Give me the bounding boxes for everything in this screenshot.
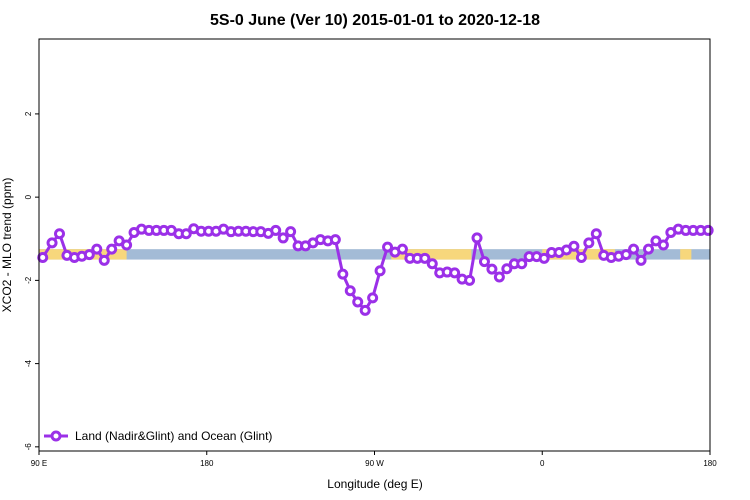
data-point — [471, 232, 483, 244]
land-band-segment — [680, 249, 692, 260]
y-tick-label: -4 — [24, 360, 33, 368]
land-band-segment — [391, 249, 472, 260]
data-point — [106, 243, 118, 255]
x-tick-label: 180 — [703, 459, 717, 468]
chart-title: 5S-0 June (Ver 10) 2015-01-01 to 2020-12… — [210, 12, 540, 29]
data-point — [37, 251, 49, 263]
data-point — [464, 274, 476, 286]
x-axis-ticks: 90 E 180 90 W 0 180 — [31, 451, 717, 468]
data-point — [83, 249, 95, 261]
ocean-band — [39, 249, 710, 260]
data-point — [657, 239, 669, 251]
data-point — [426, 258, 438, 270]
data-point — [54, 228, 66, 240]
data-point — [344, 285, 356, 297]
data-point — [620, 249, 632, 261]
x-tick-label: 180 — [200, 459, 214, 468]
y-tick-label: -6 — [24, 443, 33, 451]
data-point — [352, 296, 364, 308]
data-point — [285, 226, 297, 238]
data-point — [702, 224, 714, 236]
data-point — [359, 304, 371, 316]
data-point — [590, 228, 602, 240]
data-point — [486, 263, 498, 275]
data-point — [628, 243, 640, 255]
data-point — [382, 241, 394, 253]
x-tick-label: 90 E — [31, 459, 47, 468]
data-point — [516, 258, 528, 270]
data-point — [91, 243, 103, 255]
data-point — [270, 224, 282, 236]
x-tick-label: 0 — [540, 459, 545, 468]
y-axis-ticks: 2 0 -2 -4 -6 — [24, 111, 39, 450]
legend-label: Land (Nadir&Glint) and Ocean (Glint) — [75, 429, 272, 443]
data-point — [478, 256, 490, 268]
data-point — [538, 252, 550, 264]
data-point — [642, 243, 654, 255]
data-point — [46, 237, 58, 249]
legend-swatch-marker — [50, 430, 62, 442]
data-point — [98, 254, 110, 266]
data-point — [635, 254, 647, 266]
data-point — [180, 228, 192, 240]
x-axis-label: Longitude (deg E) — [327, 477, 422, 491]
plot-frame — [38, 38, 711, 452]
y-tick-label: -2 — [24, 276, 33, 284]
data-point — [568, 240, 580, 252]
data-point — [374, 265, 386, 277]
data-point — [121, 239, 133, 251]
y-tick-label: 2 — [24, 111, 33, 116]
data-point — [277, 232, 289, 244]
data-point — [449, 267, 461, 279]
data-point — [329, 234, 341, 246]
legend: Land (Nadir&Glint) and Ocean (Glint) — [44, 429, 272, 443]
data-point — [396, 243, 408, 255]
data-point — [337, 268, 349, 280]
data-point — [493, 271, 505, 283]
land-band-segment — [542, 249, 606, 260]
data-point — [583, 237, 595, 249]
data-point — [367, 292, 379, 304]
data-point — [575, 251, 587, 263]
series-points — [37, 223, 714, 316]
data-point — [501, 263, 513, 275]
y-tick-label: 0 — [24, 194, 33, 199]
x-tick-label: 90 W — [365, 459, 384, 468]
y-axis-label: XCO2 - MLO trend (ppm) — [0, 178, 14, 313]
data-point — [419, 252, 431, 264]
